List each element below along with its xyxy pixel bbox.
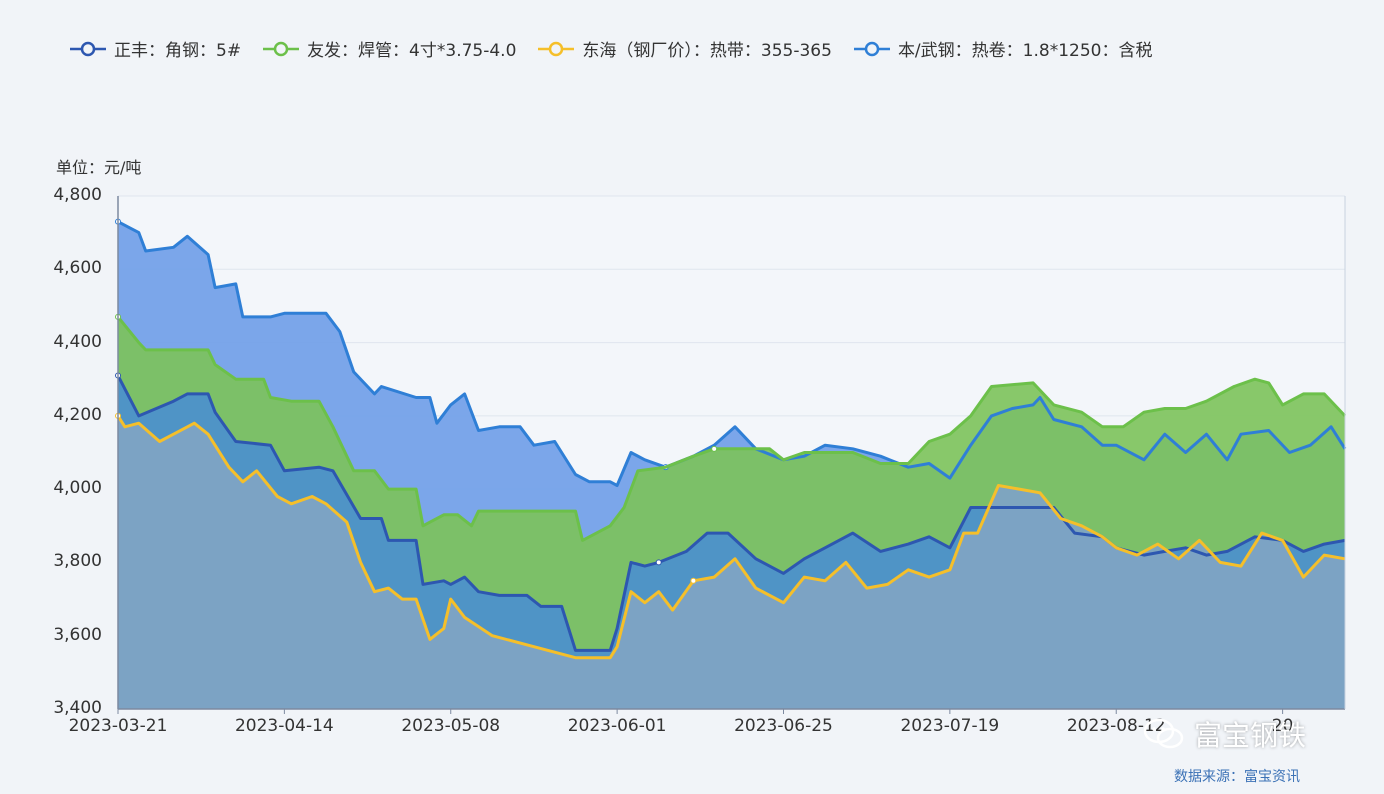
legend-item-zhengfeng[interactable]: 正丰：角钢：5# — [68, 36, 241, 61]
x-tick-label: 2023-03-21 — [68, 716, 168, 736]
watermark-text: 富宝钢铁 — [1194, 719, 1307, 752]
legend-line-circle-icon — [853, 41, 890, 56]
y-tick-label: 4,000 — [53, 478, 102, 499]
y-tick-label: 4,200 — [53, 404, 102, 425]
x-tick-label: 2023-04-14 — [234, 716, 334, 736]
source-note: 数据来源：富宝资讯 — [1174, 769, 1300, 785]
y-tick-label: 4,600 — [53, 258, 102, 279]
series-point-3 — [690, 577, 697, 584]
x-tick-label: 2023-05-08 — [401, 716, 501, 736]
series-point-2 — [655, 559, 662, 566]
legend-label: 友发：焊管：4寸*3.75-4.0 — [307, 41, 517, 61]
legend-item-benwu[interactable]: 本/武钢：热卷：1.8*1250：含税 — [852, 36, 1153, 61]
y-tick-label: 3,800 — [53, 551, 102, 572]
legend-label: 东海（钢厂价）：热带：355-365 — [582, 41, 832, 61]
legend-line-circle-icon — [70, 41, 106, 56]
y-tick-label: 3,400 — [53, 698, 102, 718]
unit-label: 单位：元/吨 — [56, 158, 142, 177]
legend: 正丰：角钢：5# 友发：焊管：4寸*3.75-4.0 东海（钢厂价）：热带：35… — [68, 36, 1152, 61]
y-tick-label: 4,800 — [53, 185, 102, 205]
legend-line-circle-icon — [538, 41, 575, 56]
x-tick-label: 20 — [1271, 716, 1294, 736]
wechat-logo-icon — [1143, 718, 1184, 749]
legend-item-youfa[interactable]: 友发：焊管：4寸*3.75-4.0 — [261, 36, 516, 61]
x-tick-label: 2023-06-01 — [567, 716, 667, 736]
legend-label: 正丰：角钢：5# — [114, 41, 242, 61]
x-tick-label: 2023-06-25 — [734, 716, 833, 736]
series-line-3 — [116, 415, 1346, 660]
legend-item-donghai[interactable]: 东海（钢厂价）：热带：355-365 — [536, 36, 832, 61]
legend-line-circle-icon — [263, 41, 300, 56]
x-tick-label: 2023-08-12 — [1066, 716, 1166, 736]
y-tick-label: 4,400 — [53, 331, 102, 352]
y-tick-label: 3,600 — [53, 624, 102, 645]
legend-label: 本/武钢：热卷：1.8*1250：含税 — [897, 41, 1153, 61]
watermark: 富宝钢铁 — [1142, 714, 1306, 754]
x-tick-label: 2023-07-19 — [900, 716, 1000, 736]
series-point-1 — [711, 445, 718, 452]
